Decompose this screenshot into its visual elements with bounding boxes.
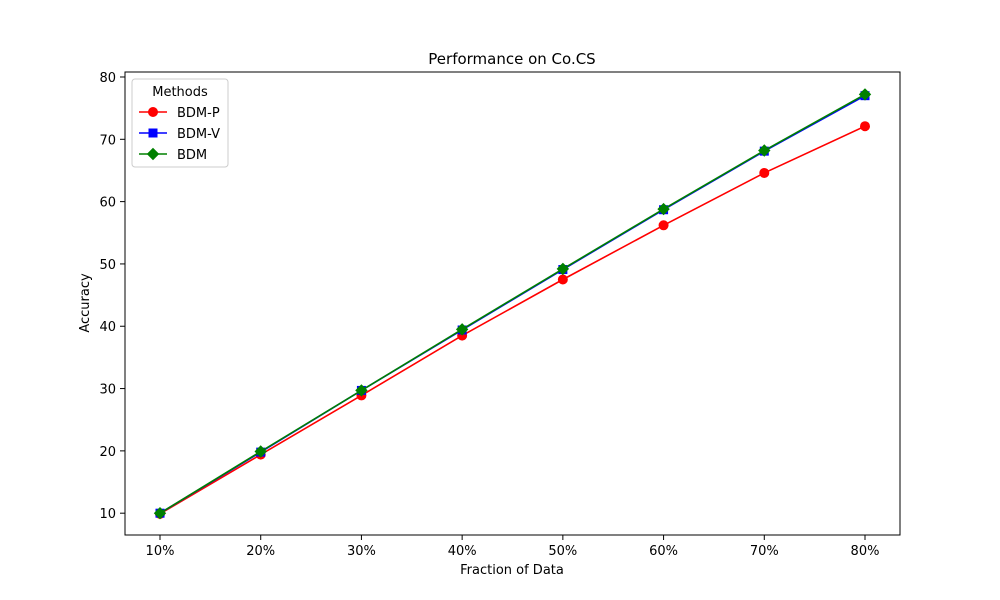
x-tick-label: 10% bbox=[146, 544, 175, 559]
x-tick-label: 20% bbox=[246, 544, 275, 559]
data-point bbox=[355, 384, 368, 397]
y-tick-label: 80 bbox=[99, 71, 116, 86]
legend-marker bbox=[146, 147, 160, 161]
data-point bbox=[254, 445, 267, 458]
data-point bbox=[557, 274, 568, 285]
x-axis-title: Fraction of Data bbox=[460, 563, 564, 578]
y-axis-title: Accuracy bbox=[78, 273, 93, 333]
x-tick-label: 60% bbox=[649, 544, 678, 559]
legend-box bbox=[131, 78, 229, 168]
x-tick-label: 50% bbox=[548, 544, 577, 559]
legend-label: BDM bbox=[177, 148, 207, 163]
series-bdm bbox=[153, 88, 872, 520]
legend-entry-bdm-p: BDM-P bbox=[139, 106, 220, 121]
data-point bbox=[858, 88, 872, 101]
y-tick-label: 30 bbox=[99, 383, 116, 398]
y-tick-label: 20 bbox=[99, 445, 116, 460]
y-tick-label: 50 bbox=[99, 258, 116, 273]
data-point bbox=[556, 262, 570, 276]
y-axis: 10 20 30 40 50 60 70 80 bbox=[99, 71, 125, 522]
data-point bbox=[153, 506, 167, 520]
data-point bbox=[759, 167, 770, 178]
legend-entry-bdm: BDM bbox=[139, 147, 207, 163]
y-tick-label: 70 bbox=[99, 133, 116, 148]
x-tick-label: 80% bbox=[851, 544, 880, 559]
data-point bbox=[860, 121, 870, 132]
x-axis: 10% 20% 30% 40% 50% 60% 70% 80% bbox=[146, 535, 880, 559]
data-point bbox=[658, 220, 669, 231]
legend-label: BDM-P bbox=[177, 106, 220, 121]
data-point bbox=[455, 323, 469, 336]
y-tick-label: 60 bbox=[99, 196, 116, 211]
legend-entry-bdm-v: BDM-V bbox=[139, 127, 220, 142]
chart-title: Performance on Co.CS bbox=[428, 50, 595, 68]
series-layer bbox=[153, 88, 872, 520]
x-tick-label: 70% bbox=[750, 544, 779, 559]
x-tick-label: 30% bbox=[347, 544, 376, 559]
legend-marker bbox=[148, 107, 158, 117]
legend-marker bbox=[148, 128, 158, 138]
data-point bbox=[657, 202, 670, 216]
legend-title: Methods bbox=[152, 85, 208, 100]
y-tick-label: 40 bbox=[99, 320, 116, 335]
series-bdm-p bbox=[155, 121, 870, 519]
plot-area bbox=[124, 71, 901, 536]
y-tick-label: 10 bbox=[99, 507, 116, 522]
series-line bbox=[159, 125, 866, 515]
legend-label: BDM-V bbox=[177, 127, 220, 142]
x-tick-label: 40% bbox=[448, 544, 477, 559]
legend: Methods BDM-P BDM-V BDM bbox=[131, 78, 229, 168]
series-line bbox=[159, 93, 866, 514]
data-point bbox=[758, 144, 771, 157]
